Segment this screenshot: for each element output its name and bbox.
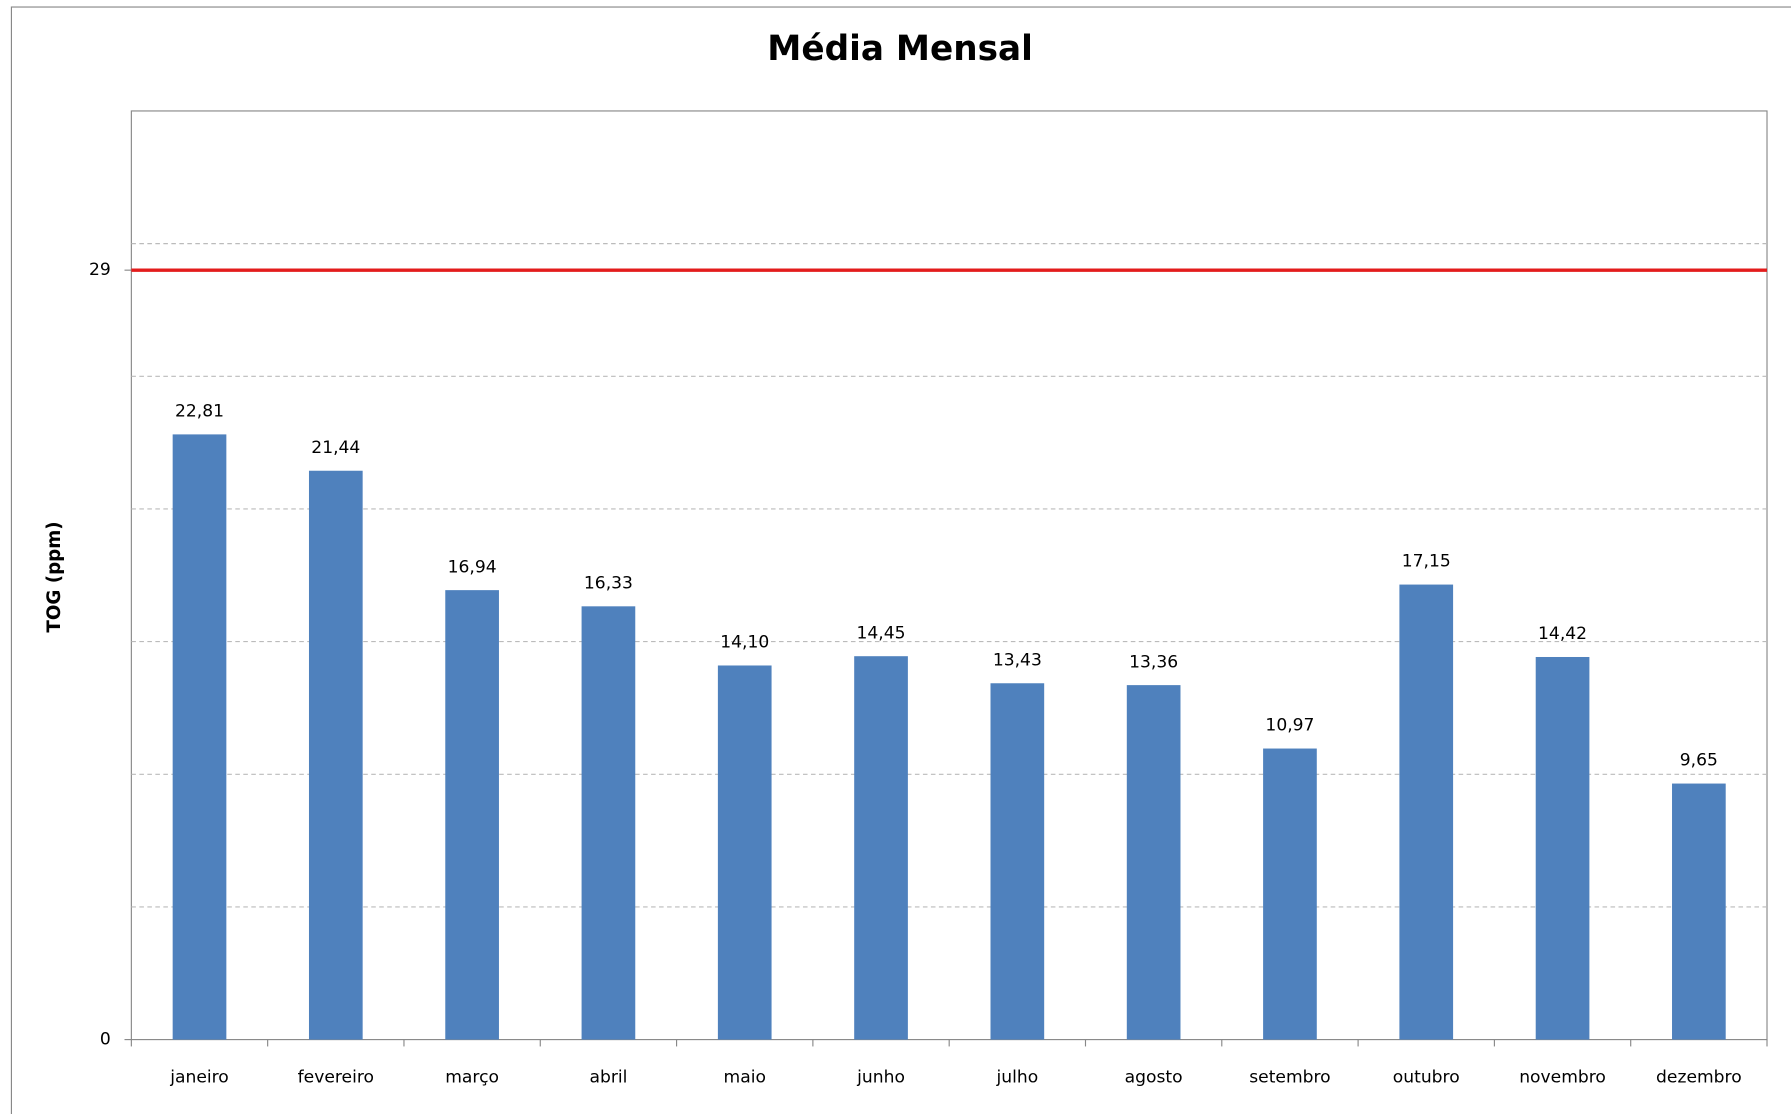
x-tick-label: março [445, 1067, 499, 1087]
y-tick-label: 0 [100, 1030, 111, 1050]
value-label: 9,65 [1680, 751, 1718, 771]
x-tick-label: dezembro [1656, 1067, 1742, 1087]
x-tick-label: agosto [1125, 1067, 1183, 1087]
x-tick-label: abril [589, 1067, 627, 1087]
bar [308, 470, 363, 1040]
bar [172, 434, 227, 1040]
x-tick-label: janeiro [169, 1067, 229, 1087]
bar [1535, 656, 1590, 1040]
bar [1263, 748, 1317, 1040]
value-label: 10,97 [1265, 716, 1314, 736]
bar [1672, 783, 1726, 1040]
bar [990, 683, 1045, 1040]
plot-area [130, 110, 1768, 1041]
value-label: 16,94 [448, 557, 497, 577]
x-tick-label: junho [856, 1067, 905, 1087]
value-label: 17,15 [1402, 552, 1451, 572]
value-label: 13,36 [1129, 652, 1178, 672]
chart-title: Média Mensal [767, 29, 1033, 69]
bar [445, 590, 499, 1040]
x-tick-label: julho [995, 1067, 1038, 1087]
value-label: 14,42 [1538, 624, 1587, 644]
bar [854, 656, 908, 1040]
value-label: 14,10 [720, 633, 769, 653]
value-label: 16,33 [584, 573, 633, 593]
value-label: 22,81 [175, 402, 224, 422]
bar [1399, 584, 1454, 1040]
value-label: 13,43 [993, 650, 1042, 670]
value-label: 14,45 [857, 623, 906, 643]
y-tick-label: 29 [89, 260, 111, 280]
value-label: 21,44 [311, 438, 360, 458]
x-tick-label: novembro [1519, 1067, 1606, 1087]
bar [717, 665, 772, 1040]
x-tick-label: fevereiro [298, 1067, 374, 1087]
x-tick-label: maio [724, 1067, 766, 1087]
bar [581, 606, 636, 1040]
x-tick-label: setembro [1249, 1067, 1330, 1087]
x-tick-label: outubro [1393, 1067, 1460, 1087]
y-axis-label: TOG (ppm) [44, 521, 65, 632]
bar [1126, 685, 1181, 1040]
